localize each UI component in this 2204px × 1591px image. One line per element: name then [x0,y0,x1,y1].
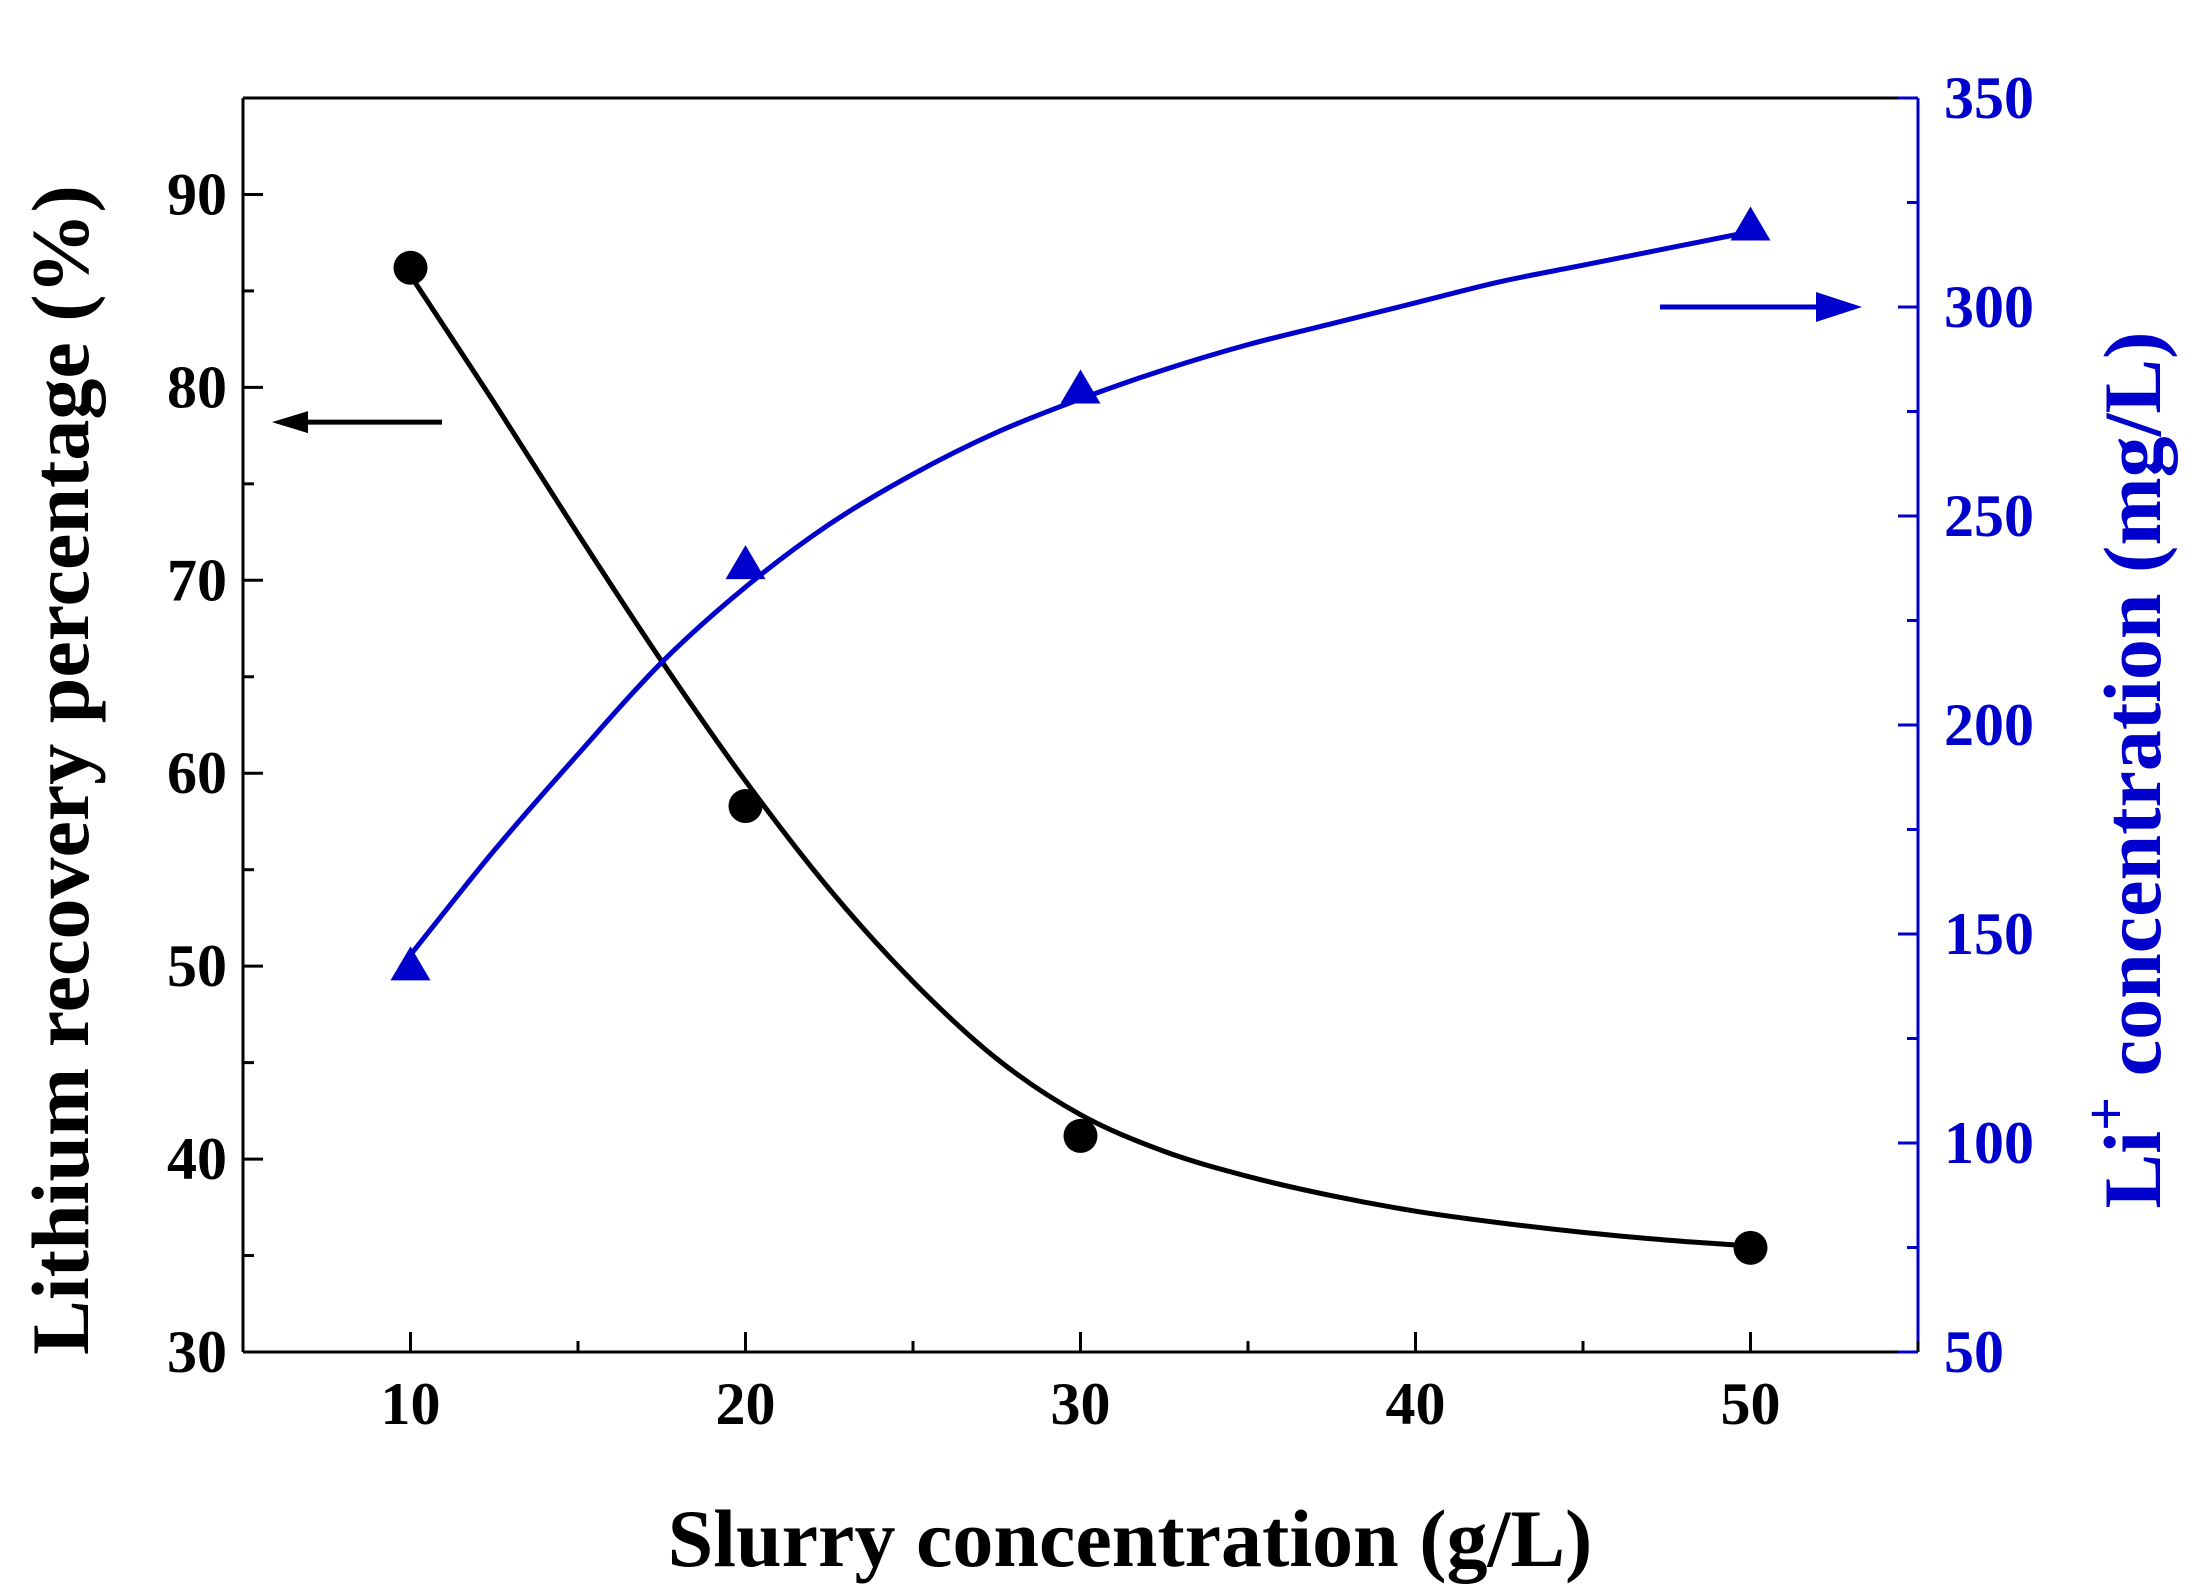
y-right-tick-label: 100 [1944,1110,2034,1176]
x-tick-label: 40 [1386,1371,1446,1437]
series-1-point [1063,1118,1098,1153]
y-axis-right-title-suffix: concentration (mg/L) [2087,332,2178,1097]
y-left-tick-label: 70 [167,547,227,613]
y-axis-right-title-prefix: Li [2087,1131,2178,1208]
y-left-tick-label: 90 [167,161,227,227]
y-axis-right-title-superscript: + [2073,1097,2139,1131]
x-tick-label: 10 [381,1371,441,1437]
x-tick-label: 50 [1721,1371,1781,1437]
y-left-tick-label: 40 [167,1126,227,1192]
y-right-tick-label: 300 [1944,274,2034,340]
left-axis-arrow-head [272,411,308,434]
x-tick-label: 20 [716,1371,776,1437]
series-2-point [725,545,766,580]
y-left-tick-label: 50 [167,933,227,999]
series-1-point [728,789,763,824]
series-2-point [1730,206,1771,241]
x-tick-label: 30 [1051,1371,1111,1437]
y-left-tick-label: 60 [167,740,227,806]
y-left-tick-label: 80 [167,354,227,420]
x-axis-title: Slurry concentration (g/L) [668,1493,1593,1584]
y-left-tick-label: 30 [167,1319,227,1385]
series-1-point [1733,1230,1768,1265]
y-right-tick-label: 350 [1944,65,2034,131]
y-right-tick-label: 50 [1944,1319,2004,1385]
series-2-point [1060,369,1101,404]
y-axis-left-title: Lithium recovery percentage (%) [15,185,106,1355]
plot-layer: 10 20 30 40 50 30 40 50 60 70 80 90 50 100 150 200 250 30… [167,65,2034,1437]
series-1-point [393,250,428,285]
y-right-tick-label: 250 [1944,483,2034,549]
right-axis-arrow-head [1816,292,1862,322]
series-2-point [390,946,431,981]
series-2-fit-line [408,229,1753,958]
y-right-tick-label: 200 [1944,692,2034,758]
series-1-fit-line [408,272,1753,1249]
y-right-tick-label: 150 [1944,901,2034,967]
y-axis-right-title: Li+ concentration (mg/L) [2073,332,2178,1209]
